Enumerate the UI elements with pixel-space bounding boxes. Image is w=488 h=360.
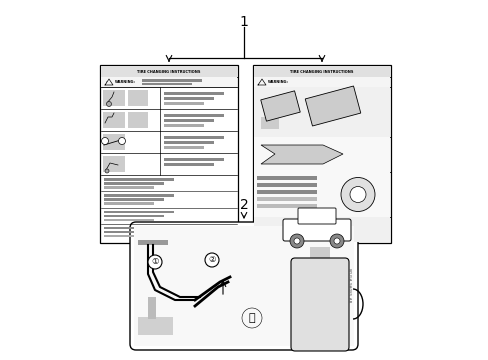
Bar [104,198,163,201]
FancyBboxPatch shape [290,258,348,351]
Bar [163,136,224,139]
Text: 📖: 📖 [248,313,255,323]
Text: 1: 1 [239,15,248,29]
Circle shape [340,177,374,212]
Bar [163,119,214,122]
Text: WARNING:: WARNING: [115,80,136,84]
Bar [234,302,269,334]
Polygon shape [261,145,342,164]
Bar [309,247,329,267]
Bar [103,134,125,150]
Bar [104,186,154,189]
Bar [163,163,214,166]
Bar [252,65,390,243]
Circle shape [102,138,108,144]
FancyBboxPatch shape [283,219,350,241]
Bar [148,297,156,319]
Bar [128,90,148,106]
FancyBboxPatch shape [297,208,335,224]
Circle shape [204,253,219,267]
Circle shape [148,255,162,269]
Bar [101,77,237,87]
Bar [104,231,163,233]
Bar [138,317,173,335]
Bar [103,156,125,172]
Bar [163,114,224,117]
Bar [103,90,125,106]
Bar [253,66,389,77]
Bar [257,190,316,194]
Bar [138,317,173,335]
Circle shape [118,138,125,144]
Bar [163,141,214,144]
Bar [134,226,353,346]
Bar [163,97,214,99]
Bar [104,178,174,180]
Text: ②: ② [208,256,215,265]
Bar [104,194,174,197]
Circle shape [329,234,343,248]
Text: ①: ① [151,257,159,266]
Bar [260,91,300,121]
Bar [103,112,125,128]
Bar [257,176,316,180]
FancyBboxPatch shape [130,222,357,350]
Text: 8YU5A-9A085-AB: 8YU5A-9A085-AB [346,268,350,304]
Bar [163,102,203,104]
Bar [128,112,148,128]
Bar [104,227,174,229]
Bar [253,137,389,172]
Bar [163,158,224,161]
Bar [257,197,316,201]
Bar [163,124,203,126]
Bar [142,82,192,85]
Text: TIRE CHANGING INSTRUCTIONS: TIRE CHANGING INSTRUCTIONS [290,69,353,73]
Circle shape [293,238,299,244]
Bar [142,79,202,81]
Bar [253,87,389,137]
Bar [261,117,279,129]
Bar [163,92,224,95]
Bar [101,66,237,77]
Bar [148,297,156,319]
Circle shape [106,102,111,107]
Bar [104,215,163,217]
Bar [225,294,278,342]
Circle shape [105,169,109,173]
Bar [104,211,174,213]
Bar [261,117,279,129]
Bar [309,247,329,267]
Text: !: ! [105,81,106,85]
Bar [100,65,238,243]
Bar [104,182,163,185]
Bar [253,172,389,217]
Circle shape [289,234,304,248]
Text: 2: 2 [239,198,248,212]
Bar [257,183,316,186]
Bar [305,86,360,126]
Bar [104,235,154,237]
Bar [104,219,154,221]
Bar [138,240,168,245]
Bar [257,204,316,207]
Circle shape [333,238,339,244]
Text: TIRE CHANGING INSTRUCTIONS: TIRE CHANGING INSTRUCTIONS [137,69,201,73]
Bar [104,202,154,205]
Bar [163,146,203,149]
Bar [238,306,265,330]
Bar [229,298,273,338]
Bar [253,217,389,242]
Bar [253,77,389,87]
Text: WARNING:: WARNING: [267,80,288,84]
Circle shape [349,186,365,202]
